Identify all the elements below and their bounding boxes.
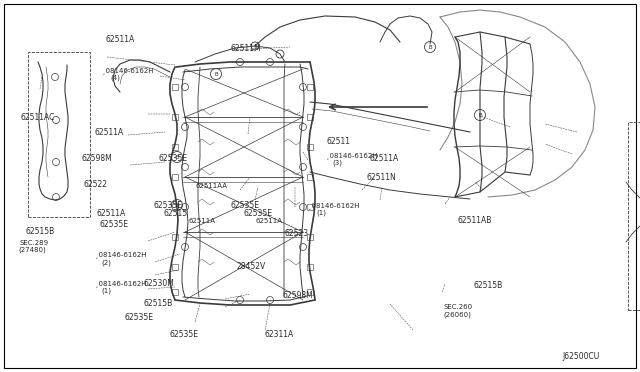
Text: ¸08146-6162H: ¸08146-6162H xyxy=(308,202,360,209)
Text: 62511A: 62511A xyxy=(96,209,125,218)
Text: (3): (3) xyxy=(333,160,343,166)
Bar xyxy=(172,264,178,270)
Text: 62522: 62522 xyxy=(83,180,108,189)
Text: 62515: 62515 xyxy=(163,209,188,218)
Bar xyxy=(172,204,178,210)
Text: 62511AB: 62511AB xyxy=(458,216,492,225)
Bar xyxy=(172,144,178,150)
Text: B: B xyxy=(478,112,482,118)
Text: 62511A: 62511A xyxy=(106,35,135,44)
Text: 62523: 62523 xyxy=(285,229,309,238)
Bar xyxy=(307,234,313,240)
Text: 62511A: 62511A xyxy=(256,218,283,224)
Text: 62511A: 62511A xyxy=(369,154,399,163)
Bar xyxy=(172,174,178,180)
Text: ¸08146-6162H: ¸08146-6162H xyxy=(95,280,146,287)
Text: B: B xyxy=(175,154,179,160)
Bar xyxy=(307,264,313,270)
Text: B: B xyxy=(175,202,179,208)
Text: SEC.289: SEC.289 xyxy=(19,240,49,246)
Text: 62535E: 62535E xyxy=(125,313,154,322)
Text: (27480): (27480) xyxy=(18,247,45,253)
Bar xyxy=(307,289,313,295)
Bar xyxy=(307,144,313,150)
Bar xyxy=(307,114,313,120)
Text: 62535E: 62535E xyxy=(159,154,188,163)
Text: (26060): (26060) xyxy=(444,311,472,318)
Bar xyxy=(172,234,178,240)
Text: 62598M: 62598M xyxy=(82,154,113,163)
Text: (1): (1) xyxy=(317,210,327,217)
Bar xyxy=(172,114,178,120)
Text: SEC.260: SEC.260 xyxy=(444,304,473,310)
Text: 62515B: 62515B xyxy=(144,299,173,308)
Text: 62511A: 62511A xyxy=(189,218,216,224)
Text: (1): (1) xyxy=(101,288,111,294)
Text: B: B xyxy=(214,71,218,77)
Bar xyxy=(172,289,178,295)
Bar xyxy=(307,204,313,210)
Text: 62535E: 62535E xyxy=(99,220,128,229)
Text: 62311A: 62311A xyxy=(264,330,294,339)
Bar xyxy=(28,52,90,217)
Text: 62511A: 62511A xyxy=(95,128,124,137)
Text: 62511: 62511 xyxy=(326,137,350,146)
Text: 62511AA: 62511AA xyxy=(195,183,227,189)
Bar xyxy=(628,122,640,310)
Text: J62500CU: J62500CU xyxy=(562,352,599,361)
Text: (4): (4) xyxy=(110,75,120,81)
Text: ¸08146-6162H: ¸08146-6162H xyxy=(102,67,154,74)
Text: 28452V: 28452V xyxy=(237,262,266,271)
Text: B: B xyxy=(428,45,432,49)
Text: 62530M: 62530M xyxy=(144,279,175,288)
Bar xyxy=(307,174,313,180)
Text: 62511N: 62511N xyxy=(366,173,396,182)
Text: 62535E: 62535E xyxy=(243,209,272,218)
Text: 62515B: 62515B xyxy=(26,227,55,236)
Bar xyxy=(307,84,313,90)
Text: 62515B: 62515B xyxy=(474,281,503,290)
Bar xyxy=(172,84,178,90)
Text: ¸08146-6162H: ¸08146-6162H xyxy=(95,251,146,258)
Text: 62535E: 62535E xyxy=(230,201,259,210)
Text: 62511AC: 62511AC xyxy=(20,113,55,122)
Text: 62598M: 62598M xyxy=(283,291,314,300)
Text: 62535E: 62535E xyxy=(154,201,182,210)
Text: (2): (2) xyxy=(101,259,111,266)
Text: 62535E: 62535E xyxy=(170,330,198,339)
Text: ¸08146-6162H: ¸08146-6162H xyxy=(326,152,378,159)
Text: 62511M: 62511M xyxy=(230,44,261,53)
